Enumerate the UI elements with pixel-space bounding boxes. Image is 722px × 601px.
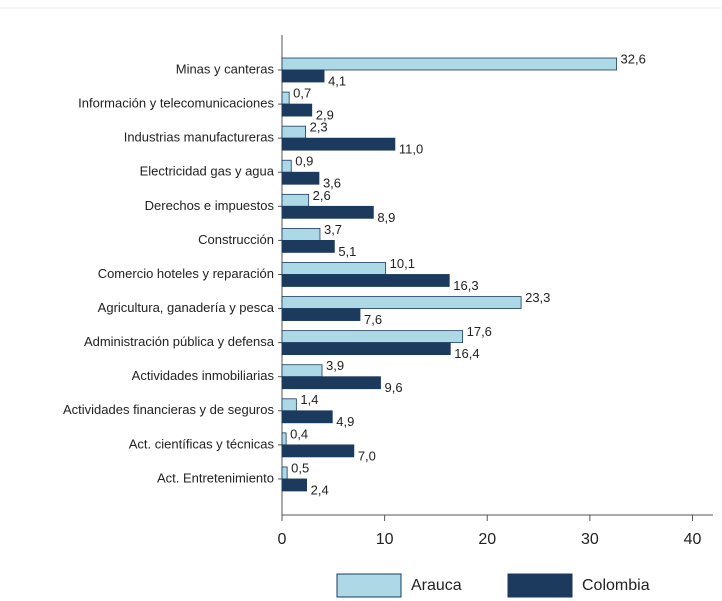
value-label: 0,4 — [290, 426, 308, 441]
value-label: 5,1 — [338, 244, 356, 259]
y-tick-label: Agricultura, ganadería y pesca — [98, 300, 275, 315]
legend-swatch — [507, 573, 573, 598]
value-label: 3,6 — [323, 176, 341, 191]
y-tick-label: Actividades financieras y de seguros — [63, 402, 275, 417]
value-label: 2,3 — [310, 120, 328, 135]
bar — [281, 227, 321, 241]
bar — [281, 466, 288, 480]
value-label: 32,6 — [621, 51, 646, 66]
y-tick-label: Derechos e impuestos — [145, 198, 275, 213]
y-tick-label: Act. científicas y técnicas — [129, 436, 275, 451]
value-label: 0,5 — [291, 460, 309, 475]
x-tick-label: 40 — [684, 531, 702, 548]
bar — [281, 137, 396, 151]
bar — [281, 159, 292, 173]
y-tick-label: Electricidad gas y agua — [140, 164, 275, 179]
value-label: 7,0 — [358, 448, 376, 463]
legend-swatch — [336, 573, 402, 598]
value-label: 2,4 — [311, 482, 329, 497]
value-label: 4,1 — [328, 73, 346, 88]
bar — [281, 171, 320, 185]
bar — [281, 330, 464, 344]
bar — [281, 205, 374, 219]
bar — [281, 262, 387, 275]
value-label: 10,1 — [390, 256, 415, 271]
y-tick-label: Act. Entretenimiento — [157, 470, 274, 485]
value-label: 23,3 — [525, 290, 550, 305]
bar — [281, 398, 297, 412]
value-label: 4,9 — [336, 414, 354, 429]
value-label: 2,9 — [316, 108, 334, 123]
y-tick-label: Construcción — [198, 232, 274, 247]
x-tick-label: 0 — [278, 531, 287, 548]
value-label: 17,6 — [467, 324, 492, 339]
bar — [281, 125, 307, 139]
y-tick-label: Administración pública y defensa — [84, 334, 275, 349]
y-tick-label: Actividades inmobiliarias — [132, 368, 275, 383]
y-tick-label: Información y telecomunicaciones — [78, 96, 274, 111]
bar — [281, 239, 335, 253]
bar — [281, 376, 381, 390]
value-label: 3,9 — [326, 358, 344, 373]
bar — [281, 91, 290, 105]
value-label: 3,7 — [324, 222, 342, 237]
bar — [281, 444, 355, 458]
bar — [281, 410, 333, 424]
y-tick-label: Minas y canteras — [176, 61, 275, 76]
bar — [281, 342, 451, 356]
bar — [281, 57, 617, 71]
value-label: 11,0 — [399, 142, 423, 157]
value-label: 7,6 — [364, 312, 382, 327]
value-label: 16,4 — [454, 346, 479, 361]
bar — [281, 478, 308, 492]
x-tick-label: 30 — [581, 531, 599, 548]
bar — [281, 296, 522, 309]
bar — [281, 308, 361, 321]
y-tick-label: Industrias manufactureras — [124, 130, 275, 145]
legend-label: Arauca — [411, 577, 462, 594]
value-label: 1,4 — [300, 392, 318, 407]
y-tick-label: Comercio hoteles y reparación — [98, 266, 274, 281]
bar — [281, 103, 313, 117]
bar — [281, 193, 310, 207]
value-label: 0,9 — [295, 154, 313, 169]
value-label: 0,7 — [293, 86, 311, 101]
x-tick-label: 10 — [376, 531, 394, 548]
value-label: 2,6 — [313, 188, 331, 203]
bar — [281, 432, 287, 446]
bar — [281, 69, 325, 83]
bar — [281, 274, 450, 287]
legend-label: Colombia — [582, 577, 650, 594]
bar — [281, 364, 323, 378]
x-tick-label: 20 — [478, 531, 496, 548]
value-label: 9,6 — [385, 380, 403, 395]
value-label: 16,3 — [453, 278, 478, 293]
value-label: 8,9 — [377, 210, 395, 225]
